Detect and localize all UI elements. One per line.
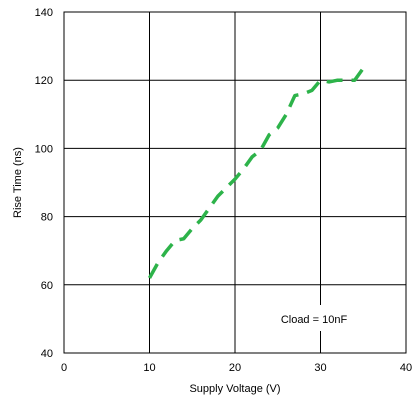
- y-tick-label: 100: [35, 143, 53, 155]
- y-tick-label: 140: [35, 7, 53, 19]
- y-tick-label: 40: [41, 348, 53, 360]
- x-tick-labels: 0 10 20 30 40: [61, 362, 412, 374]
- x-tick-label: 0: [61, 362, 67, 374]
- x-tick-label: 10: [143, 362, 155, 374]
- y-tick-label: 60: [41, 280, 53, 292]
- annotation-box: [270, 305, 366, 331]
- series-layer: [147, 67, 365, 279]
- x-tick-label: 30: [314, 362, 326, 374]
- x-tick-label: 40: [400, 362, 412, 374]
- plot-frame: [63, 11, 407, 354]
- series-line: [147, 67, 365, 279]
- x-axis-label: Supply Voltage (V): [189, 383, 280, 395]
- x-tick-label: 20: [229, 362, 241, 374]
- y-tick-labels: 40 60 80 100 120 140: [35, 7, 53, 360]
- y-tick-label: 120: [35, 75, 53, 87]
- y-axis-label: Rise Time (ns): [12, 147, 24, 218]
- y-tick-label: 80: [41, 212, 53, 224]
- annotation-cload: Cload = 10nF: [281, 314, 348, 326]
